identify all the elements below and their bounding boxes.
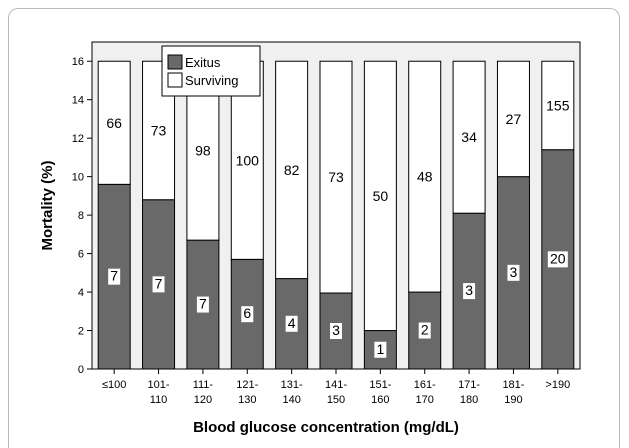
y-tick-label: 16 bbox=[72, 56, 84, 68]
bar-surviving bbox=[541, 60, 575, 151]
bar-surviving bbox=[97, 60, 131, 185]
bar-label-exitus: 7 bbox=[199, 296, 207, 312]
legend-swatch bbox=[167, 72, 183, 88]
x-axis: ≤100 101- 110 111- 120 121- 130 131- 140 141- 150 1… bbox=[102, 369, 570, 406]
bar-label-surviving: 73 bbox=[151, 122, 167, 138]
y-tick-label: 4 bbox=[78, 287, 84, 299]
bar-surviving bbox=[319, 60, 353, 294]
bar-surviving bbox=[275, 60, 309, 280]
x-tick-label: 141- bbox=[325, 379, 347, 391]
x-tick-label: 150 bbox=[327, 394, 345, 406]
bar-label-surviving: 73 bbox=[328, 169, 344, 185]
y-tick-label: 8 bbox=[78, 210, 84, 222]
x-tick-label: 110 bbox=[150, 394, 168, 406]
legend-box bbox=[161, 45, 261, 97]
x-tick-label: ≤100 bbox=[102, 379, 126, 391]
y-axis: 0 2 4 6 8 10 12 14 16 bbox=[72, 56, 92, 376]
bar-label-surviving: 98 bbox=[195, 143, 211, 159]
legend-label: Exitus bbox=[185, 55, 221, 70]
bar-label-surviving: 100 bbox=[236, 152, 260, 168]
y-axis-title: Mortality (%) bbox=[39, 160, 56, 250]
bar-label-surviving: 34 bbox=[461, 129, 477, 145]
legend-swatch bbox=[167, 54, 183, 70]
bar-surviving bbox=[452, 60, 486, 214]
y-tick-label: 10 bbox=[72, 172, 84, 184]
x-tick-label: 120 bbox=[194, 394, 212, 406]
bar-label-exitus: 3 bbox=[465, 282, 473, 298]
legend-label: Surviving bbox=[185, 73, 238, 88]
y-tick-label: 6 bbox=[78, 249, 84, 261]
bar-label-surviving: 50 bbox=[373, 188, 389, 204]
bar-label-box bbox=[330, 323, 342, 340]
x-tick-label: 181- bbox=[502, 379, 524, 391]
bar-label-exitus: 6 bbox=[243, 305, 251, 321]
y-tick-label: 0 bbox=[78, 364, 84, 376]
x-tick-label: 151- bbox=[369, 379, 391, 391]
bar-label-surviving: 27 bbox=[506, 111, 522, 127]
bar-label-box bbox=[507, 264, 520, 281]
y-tick-label: 2 bbox=[78, 326, 84, 338]
x-tick-label: 131- bbox=[281, 379, 303, 391]
bar-label-exitus: 3 bbox=[332, 322, 340, 338]
bar-label-exitus: 7 bbox=[110, 268, 118, 284]
x-tick-label: 180 bbox=[460, 394, 478, 406]
x-axis-title: Blood glucose concentration (mg/dL) bbox=[193, 419, 459, 436]
y-tick-label: 14 bbox=[72, 95, 84, 107]
bar-label-exitus: 3 bbox=[510, 264, 518, 280]
x-tick-label: 101- bbox=[148, 379, 170, 391]
bar-label-surviving: 48 bbox=[417, 169, 433, 185]
x-tick-label: 130 bbox=[238, 394, 256, 406]
bar-label-box bbox=[196, 296, 209, 313]
bar-label-box bbox=[547, 251, 568, 268]
x-tick-label: 121- bbox=[236, 379, 258, 391]
x-tick-label: 171- bbox=[458, 379, 480, 391]
bar-label-box bbox=[241, 306, 254, 323]
x-tick-label: >190 bbox=[545, 379, 570, 391]
bar-label-exitus: 1 bbox=[376, 341, 384, 357]
bar-label-box bbox=[418, 322, 431, 339]
x-tick-label: 190 bbox=[504, 394, 522, 406]
bar-label-exitus: 7 bbox=[155, 275, 163, 291]
x-tick-label: 140 bbox=[282, 394, 300, 406]
bar-label-box bbox=[108, 268, 121, 285]
bar-label-surviving: 155 bbox=[546, 97, 570, 113]
bar-surviving bbox=[496, 60, 530, 178]
bar-label-box bbox=[152, 276, 165, 293]
bar-label-exitus: 4 bbox=[288, 315, 296, 331]
bar-label-surviving: 82 bbox=[284, 162, 300, 178]
x-tick-label: 160 bbox=[371, 394, 389, 406]
bar-label-exitus: 20 bbox=[550, 250, 566, 266]
x-tick-label: 161- bbox=[414, 379, 436, 391]
bar-surviving bbox=[363, 60, 397, 332]
bar-label-exitus: 2 bbox=[421, 322, 429, 338]
bar-label-box bbox=[463, 283, 476, 300]
bars-group: 7 66 7 73 7 98 6 100 4 82 3 73 1 50 2 48 3 34 3 27 20 155 bbox=[97, 60, 575, 370]
legend: Exitus Surviving bbox=[161, 45, 261, 97]
bar-surviving bbox=[408, 60, 442, 293]
bar-label-surviving: 66 bbox=[106, 115, 122, 131]
y-tick-label: 12 bbox=[72, 133, 84, 145]
bar-label-box bbox=[285, 315, 298, 332]
bar-label-box bbox=[374, 341, 387, 358]
x-tick-label: 170 bbox=[416, 394, 434, 406]
x-tick-label: 111- bbox=[193, 379, 214, 391]
